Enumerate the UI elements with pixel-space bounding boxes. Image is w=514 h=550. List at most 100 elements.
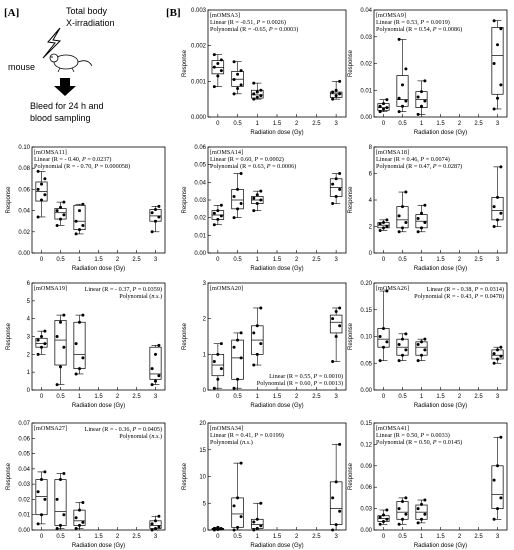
data-point — [496, 96, 499, 100]
data-point — [423, 79, 427, 83]
annotation: Polynomial (R = 0.50, P = 0.0145) — [376, 439, 462, 446]
box-dose-0-5 — [231, 331, 244, 390]
box-dose-0 — [377, 218, 390, 232]
y-tick-label: 0.00 — [360, 115, 372, 121]
data-point — [150, 211, 154, 215]
data-point — [420, 90, 423, 94]
data-point — [382, 345, 385, 349]
y-tick-label: 0.01 — [194, 233, 206, 239]
annotation: Linear (R = 0.50, P = 0.0033) — [376, 432, 450, 439]
chart-momsa34: 0 5 10 15 20 0 0.5 1 1.5 2 2.5 3 Radiation dose (Gy)… — [182, 421, 347, 549]
y-axis-label: Response — [182, 322, 188, 350]
data-point — [420, 517, 423, 521]
data-point — [492, 62, 496, 65]
x-tick-label: 0.5 — [233, 257, 242, 263]
x-tick-label: 3 — [496, 394, 500, 400]
chart-momsa41: 0.00 0.03 0.06 0.09 0.12 0.15 0 0.5 1 1.5 2 2.5 3 Rad… — [348, 421, 508, 549]
data-point — [499, 354, 503, 358]
x-axis-label: Radiation dose (Gy) — [414, 543, 467, 549]
annotation: Polynomial (R = 0.54, P = 0.0086) — [376, 26, 462, 33]
data-point — [397, 110, 401, 114]
annotation: Polynomial (R = - 0.70, P = 0.000058) — [34, 163, 130, 170]
data-point — [499, 27, 503, 31]
data-point — [150, 367, 154, 371]
data-point — [252, 196, 256, 200]
arrow-down-icon — [54, 78, 76, 96]
box-dose-0 — [35, 169, 48, 219]
data-point — [423, 348, 427, 352]
data-point — [59, 320, 62, 324]
data-point — [382, 226, 385, 230]
data-point — [401, 104, 404, 108]
y-tick-label: 0 — [369, 251, 373, 257]
chart-name: [mOMSA18] — [376, 149, 409, 156]
data-point — [43, 193, 47, 197]
box-dose-0 — [211, 203, 225, 227]
y-tick-label: 2 — [27, 352, 31, 358]
x-tick-label: 3 — [334, 394, 338, 400]
data-point — [239, 331, 243, 335]
data-point — [420, 353, 423, 357]
data-point — [157, 343, 161, 347]
x-tick-label: 0 — [216, 121, 220, 127]
box-dose-0-5 — [231, 461, 244, 532]
box-iqr — [73, 321, 86, 369]
box-iqr — [231, 189, 244, 210]
y-tick-label: 0.03 — [360, 507, 372, 513]
x-tick-label: 0.5 — [398, 257, 407, 263]
y-tick-label: 0.05 — [194, 163, 206, 169]
x-tick-label: 2.5 — [132, 394, 141, 400]
x-tick-label: 0.5 — [398, 394, 407, 400]
box-iqr — [54, 479, 67, 526]
box-dose-3 — [149, 514, 162, 532]
data-point — [420, 211, 423, 215]
box-dose-3 — [149, 343, 162, 387]
x-tick-label: 0.5 — [56, 394, 65, 400]
x-tick-label: 1 — [78, 394, 82, 400]
box-dose-1 — [73, 313, 86, 376]
y-tick-label: 0.00 — [360, 528, 372, 534]
data-point — [259, 501, 263, 505]
y-tick-label: 0.05 — [18, 452, 30, 458]
data-point — [423, 512, 427, 516]
data-point — [74, 342, 78, 346]
data-point — [154, 519, 157, 523]
x-tick-label: 1.5 — [436, 257, 445, 263]
annotation: Linear (R = 0.60, P = 0.0002) — [210, 156, 284, 163]
data-point — [404, 512, 408, 516]
box-iqr — [231, 497, 244, 528]
data-point — [232, 78, 236, 82]
x-tick-label: 0.5 — [233, 534, 242, 540]
data-point — [40, 345, 43, 349]
data-point — [499, 165, 503, 169]
y-tick-label: 0.00 — [194, 251, 206, 257]
data-point — [216, 74, 220, 78]
data-point — [150, 383, 154, 387]
x-tick-label: 0 — [382, 257, 386, 263]
x-tick-label: 0 — [40, 534, 44, 540]
y-tick-label: 0.02 — [360, 62, 372, 68]
data-point — [232, 386, 236, 390]
data-point — [404, 348, 408, 352]
data-point — [492, 478, 496, 482]
y-tick-label: 4 — [369, 198, 373, 204]
data-point — [338, 442, 342, 446]
data-point — [401, 226, 404, 230]
data-point — [420, 104, 423, 108]
box-dose-1 — [251, 81, 264, 101]
annotation: Linear (R = 0.41, P = 0.0199) — [210, 432, 284, 439]
y-tick-label: 0.12 — [360, 442, 372, 448]
panel-a-mouse-label: mouse — [8, 62, 35, 72]
y-axis-label: Response — [6, 462, 12, 490]
x-tick-label: 2 — [458, 534, 462, 540]
box-iqr — [149, 346, 162, 380]
x-tick-label: 1.5 — [94, 257, 103, 263]
data-point — [259, 88, 263, 92]
data-point — [416, 343, 420, 347]
x-tick-label: 1.5 — [273, 257, 282, 263]
y-tick-label: 0.06 — [18, 436, 30, 442]
data-point — [81, 520, 85, 524]
x-axis-label: Radiation dose (Gy) — [250, 543, 303, 549]
data-point — [334, 88, 338, 92]
x-tick-label: 1 — [420, 394, 424, 400]
